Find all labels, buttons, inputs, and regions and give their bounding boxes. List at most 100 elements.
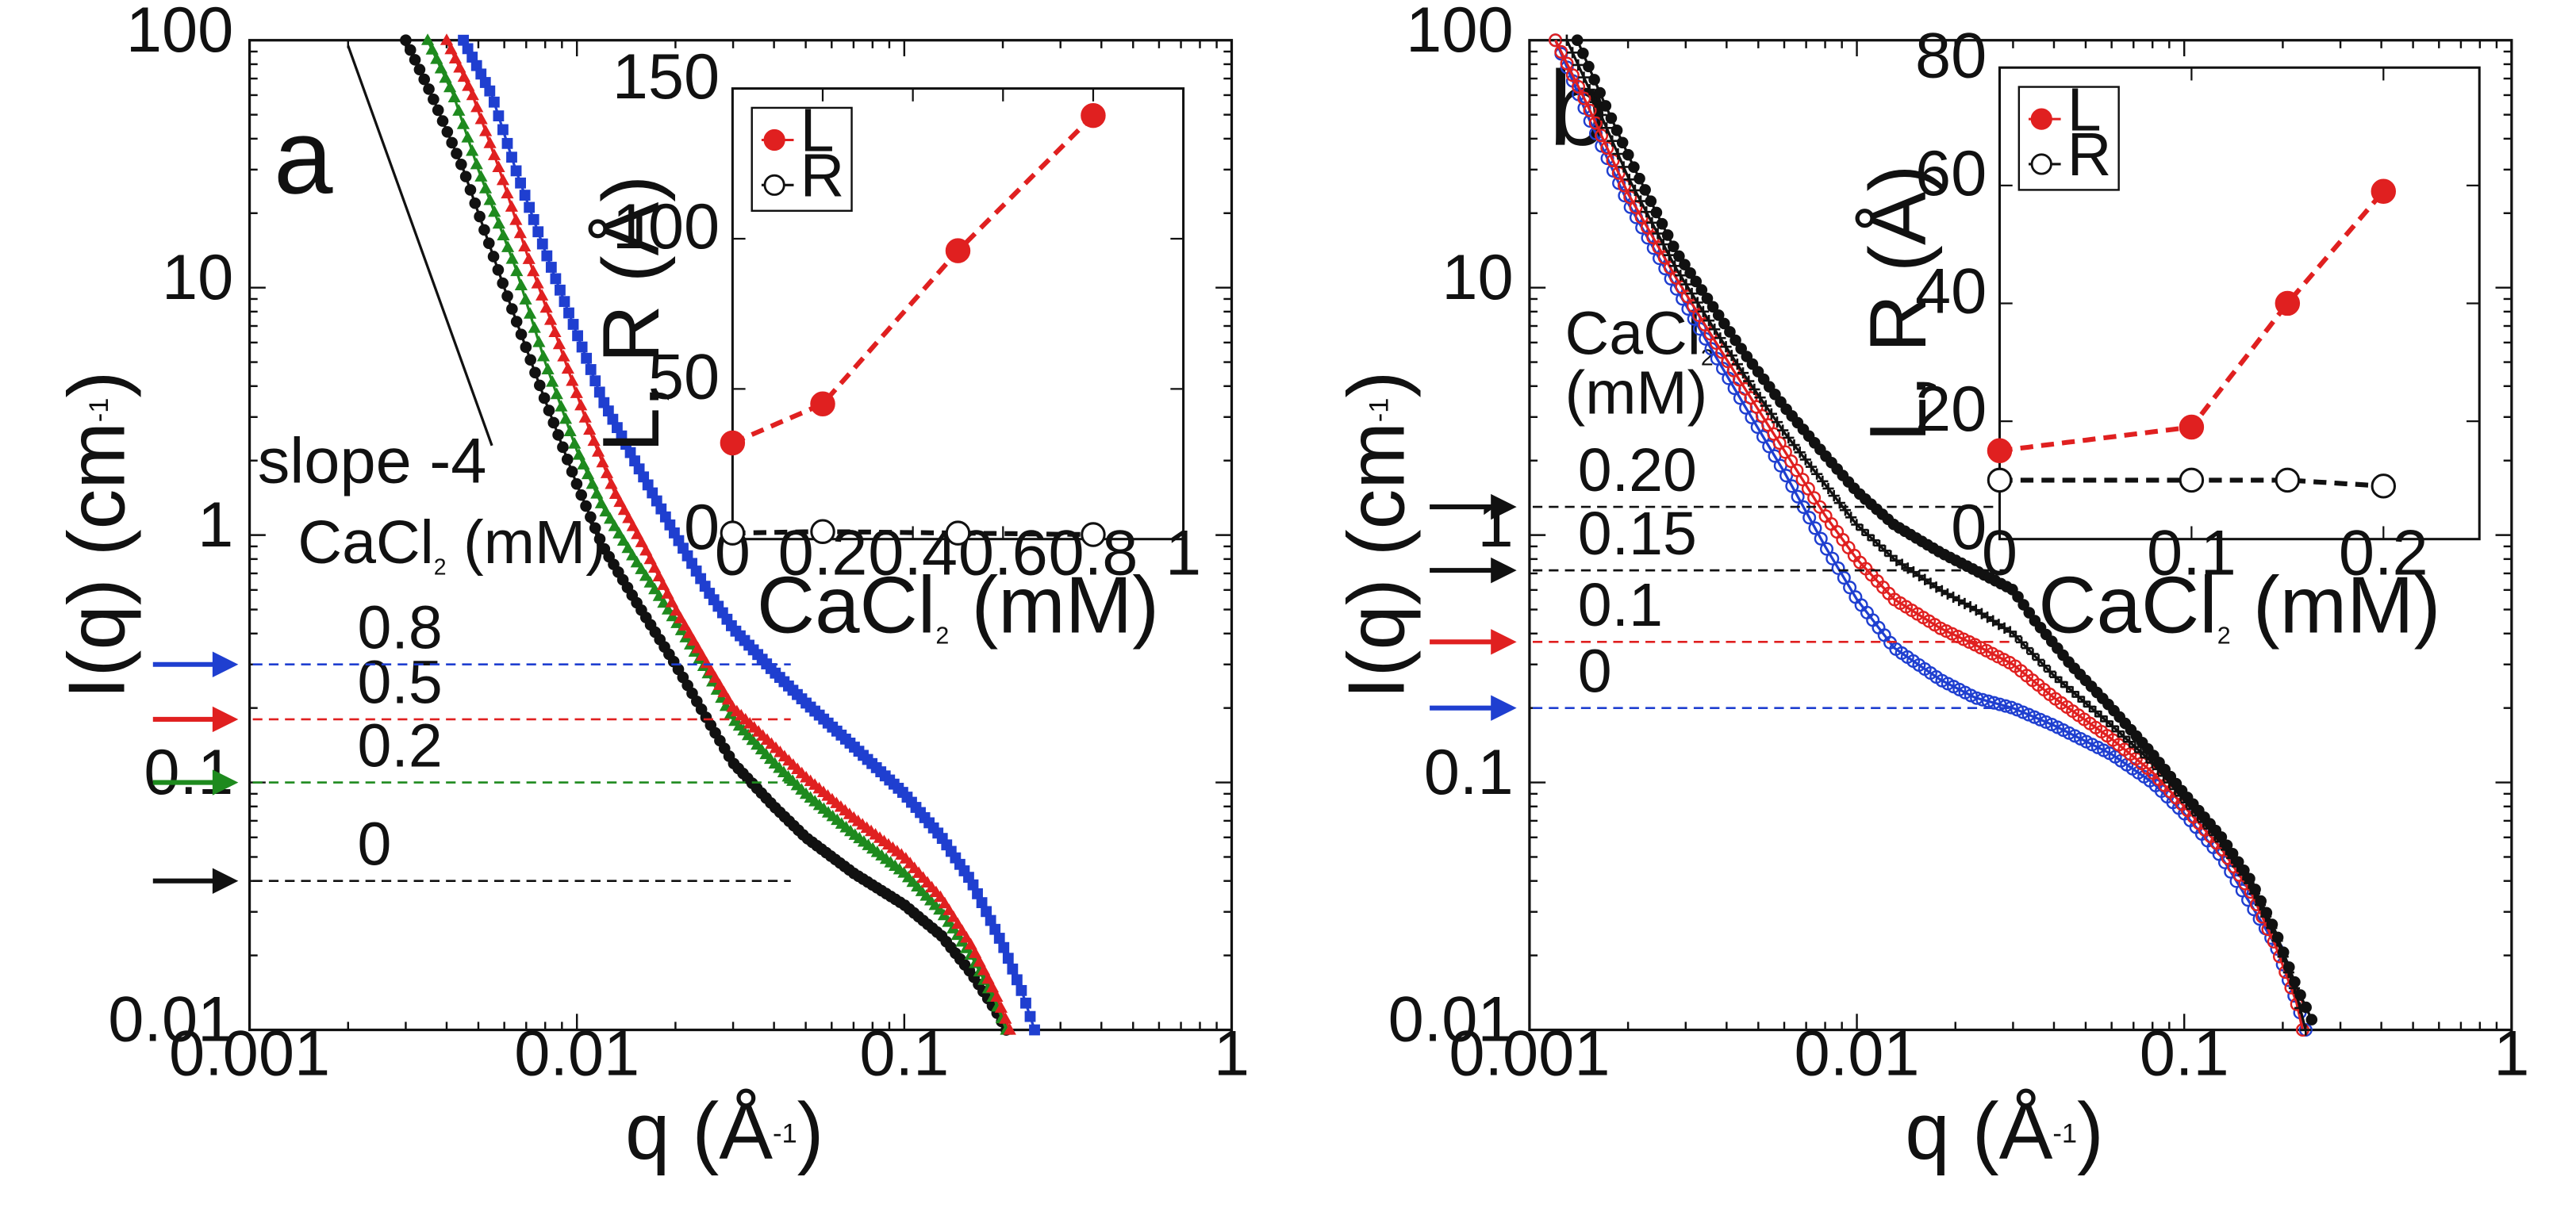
data-point bbox=[1771, 416, 1783, 428]
data-point bbox=[972, 888, 983, 899]
x-axis-label-part: ) bbox=[797, 1087, 824, 1176]
data-point bbox=[519, 293, 532, 305]
data-point bbox=[531, 276, 544, 289]
x-tick-label: 1 bbox=[1214, 1018, 1250, 1089]
data-point bbox=[1811, 468, 1823, 480]
data-point bbox=[1599, 100, 1612, 112]
data-point bbox=[2083, 700, 2096, 712]
data-point bbox=[515, 177, 526, 189]
y-axis-label-part: I(q) bbox=[52, 556, 141, 699]
data-point bbox=[1819, 542, 1834, 556]
data-point bbox=[509, 213, 523, 225]
x-tick-label: 0.01 bbox=[1795, 1018, 1920, 1089]
x-tick-label: 0.001 bbox=[1449, 1018, 1610, 1089]
inset-data-point bbox=[1081, 102, 1106, 128]
data-point bbox=[1993, 619, 2005, 631]
data-point bbox=[1856, 523, 1868, 536]
data-point bbox=[484, 85, 496, 97]
data-point bbox=[616, 430, 628, 442]
data-point bbox=[1822, 482, 1834, 495]
data-point bbox=[474, 210, 486, 223]
data-point bbox=[678, 619, 692, 631]
data-point bbox=[2260, 907, 2273, 919]
data-point bbox=[1925, 577, 1937, 589]
x-axis-label-part: (Å bbox=[693, 1087, 774, 1176]
data-point bbox=[423, 83, 435, 95]
x-axis-label-part: ) bbox=[2077, 1087, 2104, 1176]
x-axis-label-part: -1 bbox=[2052, 1119, 2077, 1149]
data-point bbox=[661, 603, 675, 615]
data-point bbox=[1697, 305, 1709, 317]
inset-y-tick-label: 50 bbox=[648, 342, 720, 413]
inset-data-point bbox=[1987, 467, 2013, 493]
inset-legend-marker bbox=[2030, 108, 2052, 130]
data-point bbox=[1737, 367, 1749, 379]
y-tick-label: 100 bbox=[1406, 0, 1513, 66]
data-point bbox=[1583, 103, 1597, 117]
data-point bbox=[418, 73, 431, 86]
data-point bbox=[1862, 529, 1874, 541]
series-0-8: 0.8 bbox=[152, 34, 1040, 1036]
inset-chart: 0 0.1 0.2 0 20 40 60 80 CaCl2 (mM) L, R (Å) LR bbox=[1853, 20, 2481, 650]
data-point bbox=[1802, 511, 1817, 525]
data-point bbox=[1612, 148, 1624, 160]
data-point bbox=[994, 1001, 1008, 1013]
data-point bbox=[487, 148, 501, 160]
data-point bbox=[561, 362, 574, 374]
data-point bbox=[2294, 989, 2306, 1001]
data-point bbox=[543, 404, 555, 416]
data-point bbox=[434, 61, 448, 74]
y-tick-label: 1 bbox=[198, 489, 233, 561]
data-point bbox=[1668, 260, 1681, 272]
data-point bbox=[2305, 1014, 2318, 1026]
data-point bbox=[1024, 1010, 1036, 1022]
data-point bbox=[430, 52, 443, 64]
data-point bbox=[510, 316, 523, 328]
data-point bbox=[616, 534, 631, 546]
data-point bbox=[1690, 275, 1703, 288]
inset-y-tick-label: 100 bbox=[612, 191, 720, 263]
data-point bbox=[1754, 392, 1766, 404]
data-point bbox=[524, 201, 536, 213]
data-point bbox=[580, 500, 592, 512]
data-point bbox=[563, 307, 574, 319]
data-point bbox=[1002, 953, 1014, 964]
inset-x-tick-label: 0.2 bbox=[2339, 517, 2428, 588]
data-point bbox=[626, 519, 639, 531]
inset-y-axis-label: L, R (Å) bbox=[1853, 165, 1943, 442]
data-point bbox=[2289, 976, 2301, 988]
data-point bbox=[1020, 997, 1031, 1009]
inset-legend: LR bbox=[2017, 75, 2120, 191]
inset-x-tick-label: 0 bbox=[1982, 517, 2017, 588]
data-point bbox=[967, 879, 979, 891]
data-point bbox=[527, 264, 540, 277]
data-point bbox=[2038, 660, 2050, 672]
data-point bbox=[1805, 461, 1818, 473]
data-point bbox=[581, 352, 593, 364]
data-point bbox=[589, 375, 601, 387]
data-point bbox=[2106, 720, 2118, 732]
data-point bbox=[704, 664, 718, 676]
y-tick-label: 0.1 bbox=[144, 737, 233, 808]
data-point bbox=[1652, 228, 1664, 240]
data-point bbox=[1578, 71, 1590, 83]
data-point bbox=[1011, 974, 1023, 986]
data-point bbox=[2271, 931, 2284, 944]
data-point bbox=[413, 63, 426, 76]
inset-x-tick-label: 0.4 bbox=[868, 517, 958, 588]
data-point bbox=[600, 466, 614, 478]
data-point bbox=[1981, 612, 1994, 623]
data-point bbox=[501, 240, 515, 252]
data-point bbox=[470, 100, 484, 113]
inset-data-point bbox=[2371, 473, 2397, 499]
data-point bbox=[1639, 184, 1651, 196]
data-point bbox=[1007, 963, 1019, 975]
data-point bbox=[585, 477, 599, 489]
data-point bbox=[2300, 1001, 2312, 1014]
data-point bbox=[985, 980, 1000, 993]
y-axis-label-part: -1 bbox=[84, 398, 114, 423]
data-point bbox=[510, 264, 524, 277]
data-point bbox=[409, 54, 421, 66]
data-point bbox=[1646, 217, 1658, 228]
data-point bbox=[1623, 174, 1635, 186]
